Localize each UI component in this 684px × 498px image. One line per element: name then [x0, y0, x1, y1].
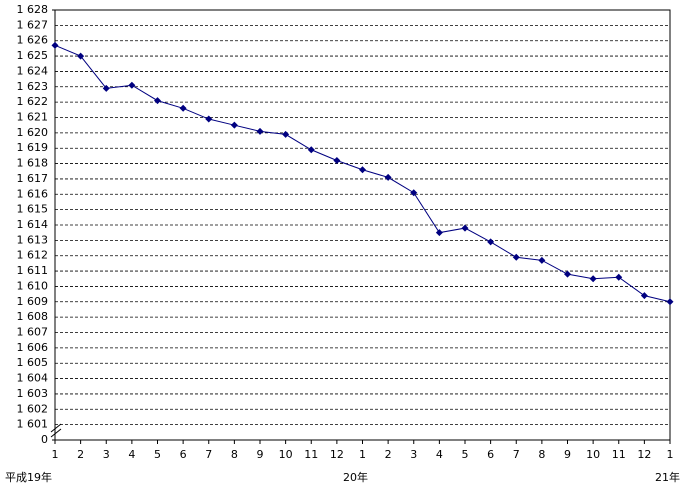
point — [154, 97, 161, 105]
x-tick-label: 11 — [612, 448, 626, 461]
x-tick-label: 10 — [586, 448, 600, 461]
y-tick-label: 1 626 — [17, 34, 49, 47]
point — [410, 189, 418, 197]
y-tick-label: 1 619 — [17, 141, 49, 154]
y-tick-label: 1 620 — [17, 126, 49, 139]
point — [435, 229, 443, 237]
x-tick-label: 4 — [436, 448, 443, 461]
point — [256, 127, 264, 135]
x-tick-label: 9 — [257, 448, 264, 461]
x-tick-label: 2 — [385, 448, 392, 461]
y-tick-label: 1 609 — [17, 295, 49, 308]
y-tick-label: 1 605 — [17, 356, 49, 369]
point — [359, 166, 366, 174]
point — [179, 104, 187, 112]
y-tick-label: 1 614 — [17, 218, 49, 231]
point — [51, 41, 59, 49]
point — [640, 292, 648, 300]
x-tick-label: 6 — [487, 448, 494, 461]
point — [384, 173, 392, 181]
point — [307, 146, 315, 154]
y-tick-label: 1 604 — [17, 372, 49, 385]
y-tick-label: 1 612 — [17, 249, 49, 262]
y-tick-label: 1 611 — [17, 264, 49, 277]
y-tick-label: 1 621 — [17, 111, 49, 124]
y-tick-label: 1 601 — [17, 418, 49, 431]
y-tick-label: 1 613 — [17, 233, 49, 246]
x-tick-label: 5 — [462, 448, 469, 461]
y-tick-label: 1 610 — [17, 279, 49, 292]
x-tick-label: 7 — [205, 448, 212, 461]
x-tick-label: 9 — [564, 448, 571, 461]
y-tick-label: 1 603 — [17, 387, 49, 400]
point — [512, 253, 520, 261]
point — [538, 256, 546, 264]
point — [205, 115, 213, 123]
x-tick-label: 6 — [180, 448, 187, 461]
y-tick-label: 1 607 — [17, 326, 49, 339]
x-tick-label: 10 — [279, 448, 293, 461]
y-tick-label: 1 615 — [17, 203, 49, 216]
x-tick-label: 5 — [154, 448, 161, 461]
year-label: 21年 — [655, 470, 680, 484]
y-tick-label: 1 622 — [17, 95, 49, 108]
axis-break — [50, 423, 62, 433]
x-tick-label: 2 — [77, 448, 84, 461]
x-tick-label: 1 — [52, 448, 59, 461]
year-label: 平成19年 — [5, 470, 52, 484]
y-tick-label: 1 623 — [17, 80, 49, 93]
y-tick-label: 1 602 — [17, 402, 49, 415]
y-tick-label: 1 628 — [17, 3, 49, 16]
line — [54, 44, 671, 303]
point — [128, 81, 136, 89]
x-tick-label: 12 — [637, 448, 651, 461]
point — [589, 275, 597, 283]
y-tick-label: 1 624 — [17, 64, 49, 77]
x-tick-label: 1 — [359, 448, 366, 461]
year-label: 20年 — [343, 470, 368, 484]
y-tick-label: 1 606 — [17, 341, 49, 354]
point — [487, 238, 495, 246]
y-tick-label: 1 616 — [17, 187, 49, 200]
point — [230, 121, 238, 129]
x-tick-label: 1 — [667, 448, 674, 461]
point — [282, 130, 290, 138]
point — [77, 52, 85, 60]
x-tick-label: 12 — [330, 448, 344, 461]
x-tick-label: 7 — [513, 448, 520, 461]
y-tick-label: 1 627 — [17, 18, 49, 31]
x-tick-label: 11 — [304, 448, 318, 461]
point — [461, 224, 469, 232]
y-tick-label: 1 617 — [17, 172, 49, 185]
x-tick-label: 8 — [231, 448, 238, 461]
point — [666, 298, 674, 306]
point — [102, 84, 110, 92]
y-tick-label: 1 608 — [17, 310, 49, 323]
x-tick-label: 8 — [538, 448, 545, 461]
y-tick-label: 0 — [41, 433, 48, 446]
y-tick-label: 1 625 — [17, 49, 49, 62]
point — [564, 270, 571, 278]
point — [615, 273, 623, 281]
x-tick-label: 3 — [103, 448, 110, 461]
x-tick-label: 4 — [128, 448, 135, 461]
x-tick-label: 3 — [410, 448, 417, 461]
axis-break — [50, 428, 62, 438]
point — [333, 157, 341, 164]
y-tick-label: 1 618 — [17, 157, 49, 170]
